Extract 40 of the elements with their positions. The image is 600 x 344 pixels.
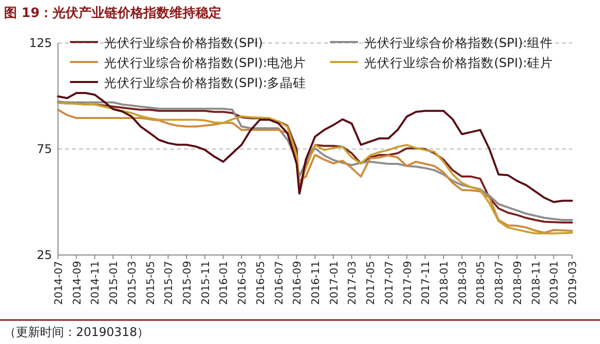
x-tick-label: 2018-03 [456,261,469,305]
x-tick-label: 2015-07 [163,261,176,305]
x-tick-label: 2016-11 [310,261,322,305]
x-tick-label: 2017-01 [328,261,340,305]
y-tick-label: 75 [36,142,52,156]
legend-label: 光伏行业综合价格指数(SPI):硅片 [364,55,554,70]
x-tick-label: 2019-03 [567,261,579,305]
x-tick-label: 2016-05 [254,261,267,305]
text: （更新时间：20190318） [4,325,150,339]
legend-label: 光伏行业综合价格指数(SPI) [104,35,263,50]
x-tick-label: 2016-01 [218,261,230,305]
x-tick-label: 2018-11 [530,261,542,305]
x-tick-label: 2015-01 [108,261,120,305]
x-tick-label: 2014-09 [71,261,84,305]
legend-label: 光伏行业综合价格指数(SPI):组件 [364,35,554,50]
x-tick-label: 2017-07 [383,261,396,305]
chart-title: 图 19：光伏产业链价格指数维持稳定 [4,5,222,21]
x-tick-label: 2016-03 [236,261,249,305]
x-tick-label: 2017-09 [402,261,414,305]
line-series [57,92,573,203]
x-tick-label: 2018-07 [494,261,506,305]
x-tick-label: 2015-09 [182,261,194,305]
x-tick-label: 2014-11 [90,261,102,305]
x-tick-label: 2019-01 [548,261,561,305]
x-tick-label: 2018-05 [475,261,488,305]
x-tick-label: 2017-05 [365,261,378,305]
y-tick-label: 25 [36,248,52,262]
x-tick-label: 2015-03 [126,261,138,305]
x-tick-label: 2016-09 [292,261,304,305]
legend-label: 光伏行业综合价格指数(SPI):电池片 [104,55,306,70]
x-tick-label: 2015-05 [144,261,157,305]
x-tick-label: 2017-03 [346,261,359,305]
x-tick-label: 2015-11 [200,261,212,305]
legend-label: 光伏行业综合价格指数(SPI):多晶硅 [104,75,306,90]
x-tick-label: 2016-07 [273,261,286,305]
x-tick-label: 2018-09 [512,261,524,305]
y-tick-label: 125 [29,36,52,50]
x-tick-label: 2018-01 [438,261,450,305]
x-tick-label: 2017-11 [420,261,432,305]
x-tick-label: 2014-07 [53,261,65,305]
